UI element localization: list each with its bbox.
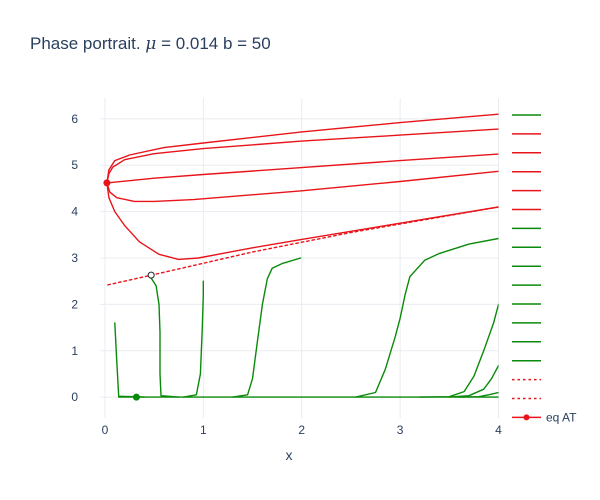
y-tick-label: 1: [71, 344, 78, 358]
x-tick-label: 1: [200, 423, 207, 437]
legend: eq AT: [512, 114, 577, 424]
x-tick-label: 2: [298, 423, 305, 437]
trajectory-11: [448, 364, 499, 398]
markers-layer: [103, 179, 155, 401]
trajectory-0: [106, 153, 499, 184]
chart-title: Phase portrait. μ = 0.014 b = 50: [30, 34, 271, 54]
y-tick-label: 6: [71, 112, 78, 126]
title-prefix: Phase portrait.: [30, 34, 146, 53]
trajectory-4: [106, 182, 499, 261]
trajectory-2: [106, 113, 499, 184]
y-tick-label: 4: [71, 205, 78, 219]
x-tick-label: 3: [397, 423, 404, 437]
y-tick-label: 5: [71, 158, 78, 172]
equilibrium-point-2: [132, 393, 140, 401]
y-tick-label: 0: [71, 390, 78, 404]
trajectory-3: [106, 170, 499, 203]
dotted-trajectory-14: [107, 206, 499, 286]
title-suffix: = 0.014 b = 50: [156, 34, 271, 53]
trajectory-7: [182, 280, 204, 398]
trajectory-9: [355, 237, 499, 398]
trajectory-1: [106, 128, 499, 184]
x-axis-title: x: [286, 447, 293, 463]
x-tick-label: 0: [102, 423, 109, 437]
ticks-layer: 0 1 2 3 4 5 6 0 1 2 3 4: [71, 112, 502, 437]
y-tick-label: 3: [71, 251, 78, 265]
legend-item-16: eq AT: [512, 410, 577, 424]
equilibrium-point-0: [103, 179, 111, 187]
legend-label: eq AT: [546, 410, 577, 424]
y-tick-label: 2: [71, 297, 78, 311]
series-layer: [106, 113, 499, 398]
trajectory-5: [114, 322, 145, 398]
trajectory-6: [149, 275, 180, 398]
equilibrium-point-1: [147, 271, 155, 279]
trajectory-8: [232, 257, 302, 398]
legend-marker: [523, 414, 530, 421]
x-tick-label: 4: [495, 423, 502, 437]
title-mu-symbol: μ: [145, 34, 157, 54]
